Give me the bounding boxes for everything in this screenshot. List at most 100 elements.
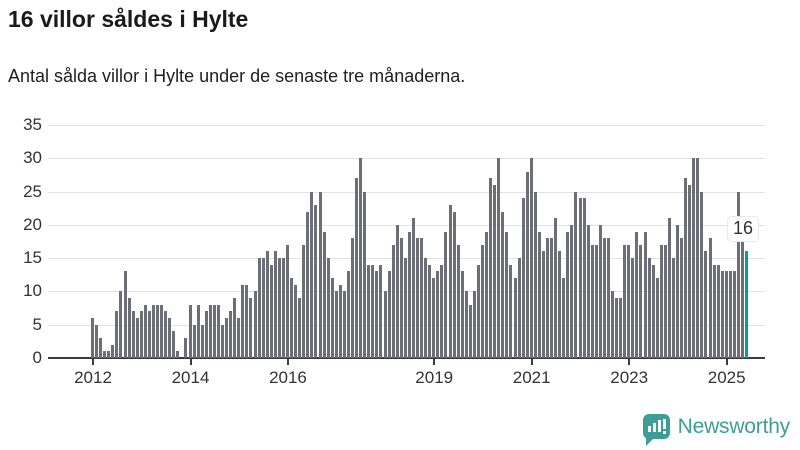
bar <box>444 232 448 358</box>
bar <box>249 298 253 358</box>
bar <box>485 232 489 358</box>
bar <box>294 285 298 358</box>
bar <box>696 158 700 358</box>
bar <box>383 291 387 358</box>
bar <box>505 232 509 358</box>
bar <box>225 318 229 358</box>
bar <box>269 265 273 358</box>
bar <box>127 298 131 358</box>
bar <box>732 271 736 358</box>
bar <box>273 251 277 358</box>
bar <box>221 325 224 358</box>
bar <box>432 278 436 358</box>
bar <box>330 278 334 358</box>
bar <box>306 212 310 358</box>
x-axis-label: 2019 <box>415 368 454 387</box>
bar <box>261 258 265 358</box>
bar <box>728 271 732 358</box>
bar <box>546 238 549 358</box>
bar <box>119 291 123 358</box>
bar <box>156 305 159 358</box>
bar <box>460 271 464 358</box>
bar <box>574 192 578 358</box>
bar <box>290 278 294 358</box>
bar <box>663 245 667 358</box>
bar <box>651 265 655 358</box>
bar <box>521 198 525 358</box>
bar <box>151 305 155 358</box>
bar <box>363 192 367 358</box>
bar <box>318 192 322 358</box>
bar <box>208 305 212 358</box>
bar <box>257 258 261 358</box>
y-axis-label: 5 <box>32 314 42 334</box>
bar <box>139 311 143 358</box>
bar <box>562 278 566 358</box>
bar <box>606 238 610 358</box>
bar <box>407 232 411 358</box>
bar <box>99 338 103 358</box>
bar <box>619 298 623 358</box>
bar <box>233 298 237 358</box>
y-axis-label: 10 <box>23 281 42 301</box>
bar <box>582 198 586 358</box>
bar <box>529 158 533 358</box>
bar <box>168 318 172 358</box>
bar <box>513 278 517 358</box>
bar <box>192 325 196 358</box>
bar <box>594 245 598 358</box>
bar <box>371 265 375 358</box>
bar <box>489 178 493 358</box>
bar <box>334 291 338 358</box>
bar <box>188 305 192 358</box>
bar <box>322 232 326 358</box>
bar <box>310 192 314 358</box>
bar <box>428 265 432 358</box>
bar <box>416 238 419 358</box>
bar <box>623 245 627 358</box>
highlighted-bar <box>745 251 749 358</box>
x-axis-tick <box>725 359 728 365</box>
bar <box>375 271 379 358</box>
bar <box>655 278 659 358</box>
bar <box>692 158 696 358</box>
x-axis-tick <box>189 359 192 365</box>
bar <box>684 178 688 358</box>
bar <box>541 251 545 358</box>
bar <box>229 311 233 358</box>
bar <box>472 291 476 358</box>
bar <box>351 238 354 358</box>
bar <box>131 311 135 358</box>
bar <box>241 285 245 358</box>
bar <box>164 311 168 358</box>
page-title: 16 villor såldes i Hylte <box>8 6 249 32</box>
x-axis-label: 2016 <box>269 368 307 387</box>
bar <box>387 271 391 358</box>
gridline <box>48 191 765 193</box>
bar <box>436 271 440 358</box>
bar <box>216 305 220 358</box>
bar <box>643 232 647 358</box>
x-axis-label: 2021 <box>512 368 551 387</box>
bar <box>302 245 306 358</box>
bar <box>160 305 164 358</box>
bar <box>107 351 111 358</box>
bar <box>671 258 675 358</box>
bar <box>147 311 151 358</box>
bar <box>391 245 395 358</box>
bar <box>525 172 529 358</box>
chart-subtitle: Antal sålda villor i Hylte under de sena… <box>8 66 466 86</box>
bar <box>204 311 208 358</box>
bar <box>411 218 415 358</box>
bar <box>346 271 350 358</box>
bar <box>420 238 424 358</box>
bar <box>712 265 716 358</box>
bar <box>554 218 558 358</box>
bar <box>342 291 346 358</box>
bar <box>578 198 582 358</box>
bar <box>493 185 497 358</box>
y-axis-label: 0 <box>32 348 42 367</box>
x-axis-tick <box>628 359 631 365</box>
bar <box>537 232 541 358</box>
bar <box>367 265 371 358</box>
